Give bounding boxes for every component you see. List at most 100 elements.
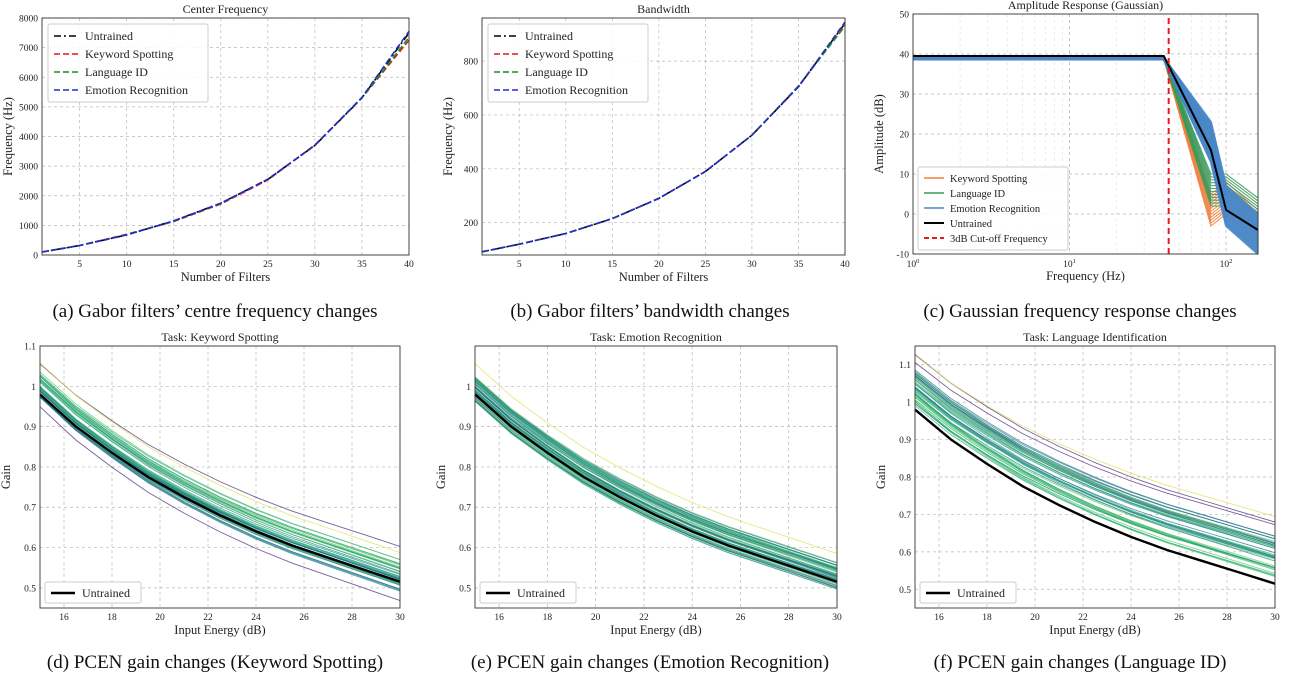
legend-label: Emotion Recognition [525,83,628,97]
axes: Task: Emotion Recognition Input Energy (d… [434,330,842,637]
chart-svg: Bandwidth Number of Filters Frequency (Hz)… [441,2,850,284]
y-tick-label: 1 [31,383,36,393]
x-tick-label: 16 [934,613,944,623]
gain-curve [914,394,1276,571]
plot-border [474,345,838,609]
y-tick-label: 0.8 [24,463,36,473]
y-tick-label: 0.7 [459,504,471,514]
y-tick-label: 0.7 [24,504,36,514]
legend: Untrained Keyword Spotting Language ID Emot… [487,23,649,103]
x-tick-label: 30 [395,613,405,623]
gain-curve [39,396,401,591]
x-tick-label: 35 [357,260,367,270]
gain-curve [474,398,838,586]
y-tick-label: 3000 [19,163,38,173]
legend-box [919,581,1017,604]
legend-label: Untrained [82,586,130,600]
gain-curve [39,406,401,602]
gain-curve [914,373,1276,540]
gain-curve [39,375,401,565]
plot-border [912,13,1259,255]
y-tick-label: 1.1 [899,361,911,371]
gain-curve [914,370,1276,545]
y-tick-label: 0.9 [899,436,911,446]
caption-a: (a) Gabor filters’ centre frequency chan… [52,301,378,322]
x-axis-label: Input Energy (dB) [1049,623,1140,637]
legend-label: Keyword Spotting [85,47,173,61]
gain-curve [914,379,1276,546]
gain-curve [39,396,401,586]
legend-label: Untrained [517,586,565,600]
y-tick-label: 8000 [19,15,38,25]
legend-box [479,581,577,604]
y-tick-label: 0.8 [459,463,471,473]
gain-curve [39,371,401,561]
gain-curve [914,383,1276,557]
legend-box [44,581,142,604]
gain-curve [474,400,838,590]
gain-curve [474,376,838,563]
gain-curve [914,383,1276,549]
y-tick-label: 30 [900,91,910,101]
caption-d: (d) PCEN gain changes (Keyword Spotting) [46,652,384,673]
series-line [913,56,1259,215]
caption-b: (b) Gabor filters’ bandwidth changes [510,301,790,322]
gain-curve [914,354,1276,523]
y-tick-label: 0.6 [24,544,36,554]
x-tick-label: 102 [1220,258,1233,270]
legend-label: 3dB Cut-off Frequency [950,234,1049,245]
gain-curve [914,400,1276,577]
gain-curve [914,396,1276,567]
x-tick-label: 20 [591,613,601,623]
legend-label: Emotion Recognition [85,83,188,97]
y-tick-label: 5000 [19,103,38,113]
gain-curve [39,396,401,590]
untrained-curve [39,393,401,583]
chart-pcen-language-identification: Task: Language Identification Input Energ… [860,330,1290,640]
y-tick-label: 1 [466,383,471,393]
chart-svg: Task: Emotion Recognition Input Energy (d… [434,330,842,637]
gain-curve [914,379,1276,542]
y-tick-label: 0.6 [459,544,471,554]
chart-title: Bandwidth [637,2,690,16]
axes: Task: Language Identification Input Energ… [874,330,1280,637]
y-tick-label: 4000 [19,133,38,143]
x-tick-label: 20 [654,260,664,270]
y-tick-label: 0 [33,252,38,262]
x-tick-label: 18 [543,613,553,623]
y-tick-label: 200 [464,219,479,229]
legend-label: Untrained [525,29,573,43]
x-tick-label: 18 [107,613,117,623]
series-line [481,21,846,253]
gain-curve [914,362,1276,526]
y-tick-label: 1.1 [24,343,36,353]
y-tick-label: 0.5 [899,586,911,596]
gain-curve [474,379,838,569]
gain-curve [39,378,401,569]
chart-svg: Task: Language Identification Input Energ… [874,330,1280,637]
gain-curve [39,390,401,580]
x-tick-label: 20 [155,613,165,623]
gain-curve [39,375,401,568]
legend: Untrained Keyword Spotting Language ID Emot… [47,23,209,103]
y-tick-label: 6000 [19,74,38,84]
legend-label: Keyword Spotting [950,174,1028,185]
x-tick-label: 28 [347,613,357,623]
chart-svg: Center Frequency Number of Filters Frequen… [1,2,414,284]
x-tick-label: 30 [747,260,757,270]
y-tick-label: 0.7 [899,511,911,521]
x-tick-label: 18 [982,613,992,623]
untrained-curve [914,408,1276,585]
axes: Task: Keyword Spotting Input Energy (dB) G… [0,330,405,637]
gain-curve [39,381,401,572]
y-axis-label: Amplitude (dB) [872,94,886,174]
axes: Bandwidth Number of Filters Frequency (Hz)… [441,2,850,284]
gain-curve [39,389,401,578]
gain-curve [474,386,838,578]
y-axis-label: Frequency (Hz) [1,97,15,176]
caption-c: (c) Gaussian frequency response changes [923,301,1237,322]
gain-curve [474,377,838,564]
x-tick-label: 25 [263,260,273,270]
y-tick-label: 50 [900,11,910,21]
